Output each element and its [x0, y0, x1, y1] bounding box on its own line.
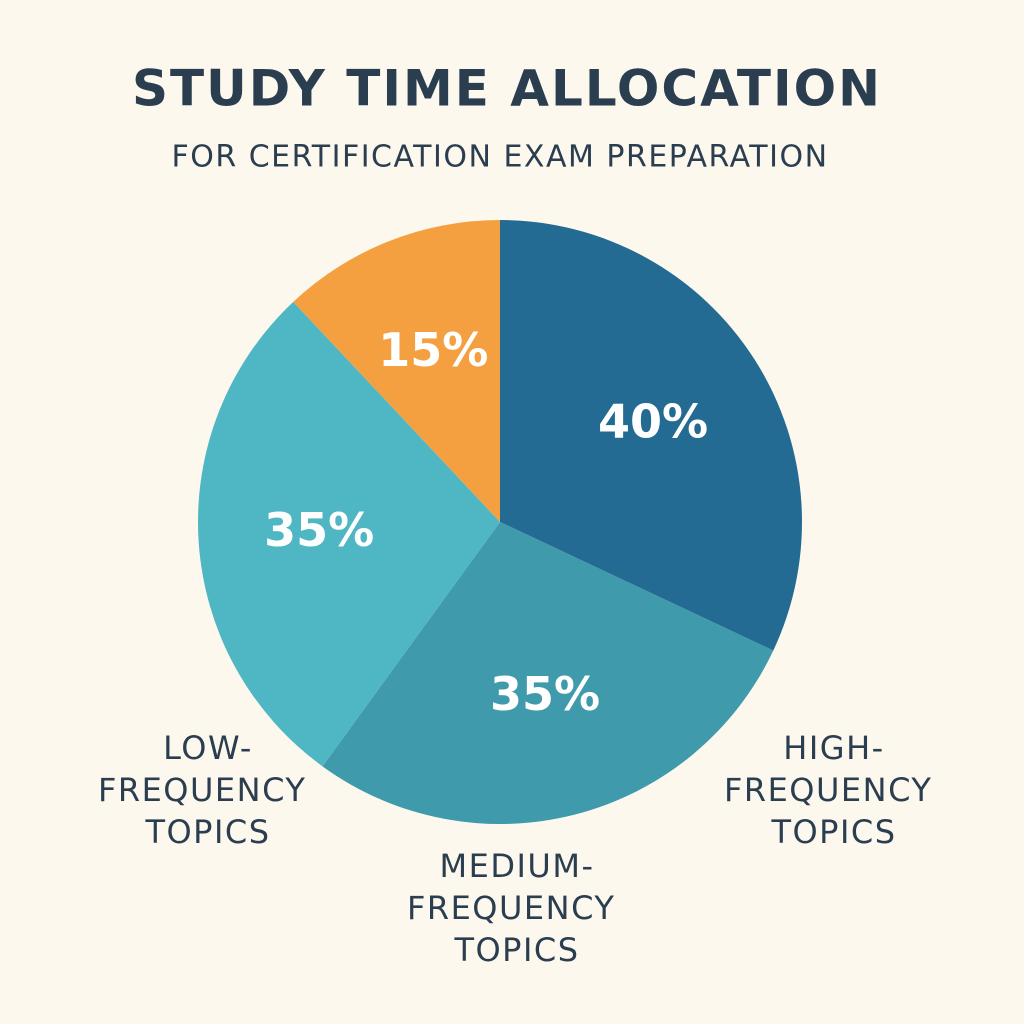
category-label: LOW-FREQUENCY TOPICS	[98, 729, 318, 851]
category-label: MEDIUM-FREQUENCY TOPICS	[407, 847, 627, 969]
data-label: 15%	[378, 323, 488, 377]
pie-slice	[500, 220, 803, 651]
chart-title: STUDY TIME ALLOCATION	[132, 60, 882, 118]
data-label: 40%	[598, 394, 708, 448]
pie-slice	[322, 522, 774, 824]
pie-slice	[198, 301, 500, 767]
data-label: 35%	[490, 667, 600, 721]
pie-slice	[293, 220, 500, 522]
data-label: 35%	[264, 503, 374, 557]
category-label: HIGH-FREQUENCY TOPICS	[724, 729, 944, 851]
chart-subtitle: FOR CERTIFICATION EXAM PREPARATION	[171, 140, 828, 175]
